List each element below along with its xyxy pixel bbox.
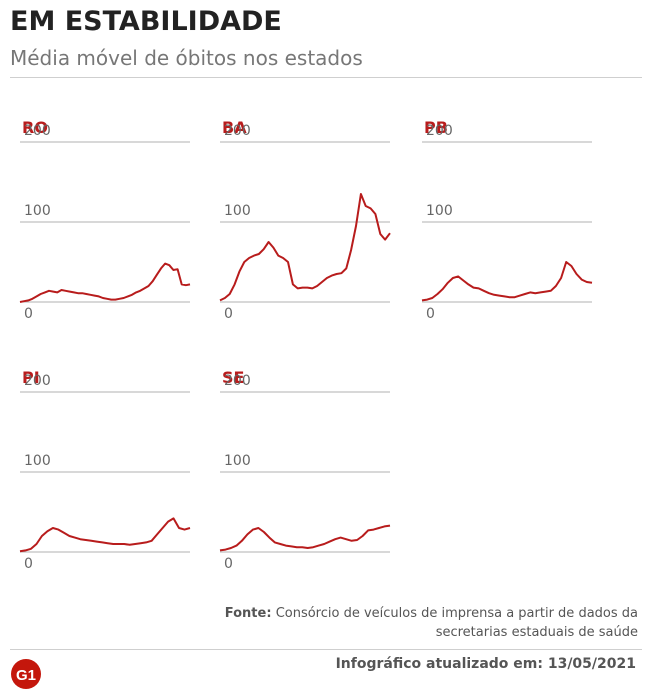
state-label: PB [424,118,448,137]
tick-label: 200 [24,373,51,389]
tick-label: 100 [224,203,251,219]
state-label: BA [222,118,247,137]
bottom-divider [10,649,642,650]
tick-label: 0 [24,556,33,572]
g1-logo-text: G1 [16,667,36,684]
state-label: PI [22,368,40,387]
tick-label: 0 [24,306,33,322]
source-label: Fonte: [224,606,272,621]
tick-label: 100 [24,203,51,219]
tick-label: 200 [426,123,453,139]
chart-svg [19,391,191,553]
chart-svg [219,391,391,553]
top-divider [10,77,642,78]
series-line [19,517,191,553]
g1-logo: G1 [11,659,41,689]
source-note: Fonte: Consórcio de veículos de imprensa… [218,604,638,642]
tick-label: 0 [426,306,435,322]
tick-label: 100 [426,203,453,219]
state-label: RO [22,118,48,137]
chart-svg [19,141,191,303]
panel-se: SE 200 100 0 [219,368,410,588]
panel-pb: PB 200 100 0 [421,118,612,338]
series-line [219,524,391,552]
series-line [421,261,593,302]
tick-label: 0 [224,556,233,572]
updated-date: Infográfico atualizado em: 13/05/2021 [335,656,636,672]
tick-label: 200 [24,123,51,139]
state-label: SE [222,368,245,387]
panel-ro: RO 200 100 0 [19,118,210,338]
page-subtitle: Média móvel de óbitos nos estados [10,46,363,70]
tick-label: 200 [224,123,251,139]
chart-svg [219,141,391,303]
tick-label: 200 [224,373,251,389]
tick-label: 100 [24,453,51,469]
tick-label: 100 [224,453,251,469]
chart-svg [421,141,593,303]
panel-ba: BA 200 100 0 [219,118,410,338]
page-title: EM ESTABILIDADE [10,6,282,37]
g1-logo-circle [11,659,41,689]
series-line [19,262,191,303]
panel-pi: PI 200 100 0 [19,368,210,588]
source-text: Consórcio de veículos de imprensa a part… [275,606,638,640]
tick-label: 0 [224,306,233,322]
series-line [219,193,391,302]
